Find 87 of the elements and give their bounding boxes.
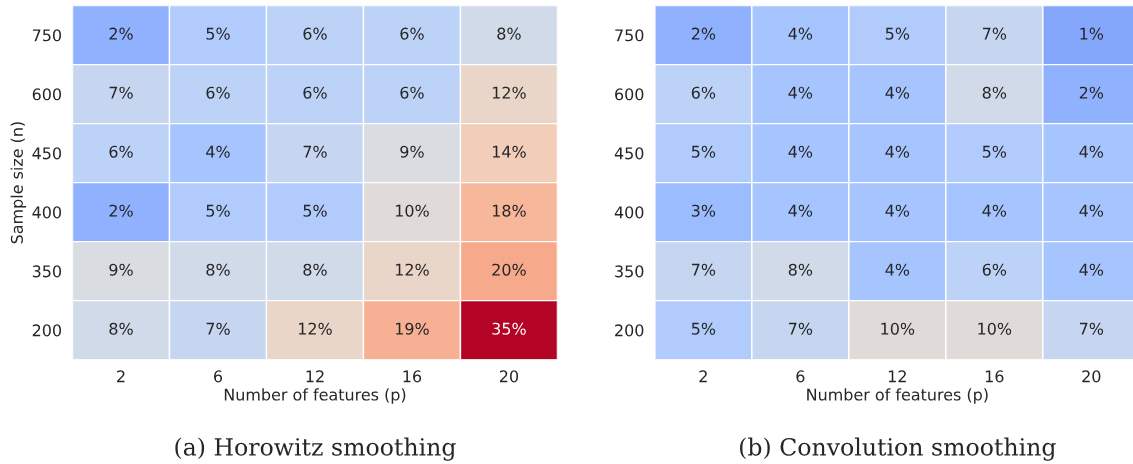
- data-label: 8%: [109, 322, 133, 335]
- y-tick-label: 450: [32, 147, 62, 160]
- text: (b) Convolution smoothing: [740, 437, 1056, 461]
- x-tick-label: 6: [214, 370, 223, 383]
- data-label: 7%: [982, 27, 1007, 40]
- data-label: 8%: [982, 86, 1007, 99]
- x-tick-label: 12: [888, 370, 906, 383]
- y-tick-label: 750: [615, 29, 644, 42]
- y-tick-label: 350: [32, 265, 62, 278]
- data-label: 5%: [206, 204, 230, 217]
- data-label: 5%: [982, 145, 1007, 158]
- y-axis-title: Sample size (n): [10, 122, 27, 244]
- x-axis-title: Number of features (p): [807, 388, 988, 404]
- data-label: 6%: [303, 86, 327, 99]
- data-label: 18%: [492, 204, 526, 217]
- y-tick-label: 400: [614, 206, 644, 219]
- data-label: 6%: [109, 145, 133, 158]
- x-tick-label: 2: [117, 370, 125, 383]
- data-label: 5%: [691, 322, 716, 335]
- data-label: 5%: [885, 27, 910, 40]
- y-tick-label: 350: [615, 265, 644, 278]
- data-label: 4%: [788, 86, 813, 99]
- y-tick-label: 450: [614, 147, 644, 160]
- data-label: 19%: [395, 322, 429, 335]
- data-label: 4%: [788, 27, 813, 40]
- data-label: 5%: [206, 27, 230, 40]
- data-label: 4%: [885, 145, 910, 158]
- data-label: 4%: [1079, 145, 1104, 158]
- x-tick-label: 6: [796, 370, 805, 383]
- data-label: 14%: [492, 145, 526, 158]
- data-label: 1%: [1080, 27, 1104, 40]
- data-label: 3%: [691, 204, 716, 217]
- data-label: 2%: [109, 204, 133, 217]
- data-label: 4%: [885, 263, 910, 276]
- x-tick-label: 20: [1082, 370, 1101, 383]
- data-label: 4%: [885, 86, 910, 99]
- x-tick-label: 20: [499, 370, 519, 383]
- data-label: 12%: [298, 322, 332, 335]
- data-label: 8%: [303, 263, 327, 276]
- data-label: 6%: [400, 27, 424, 40]
- data-label: 6%: [303, 27, 327, 40]
- y-tick-label: 750: [32, 29, 62, 42]
- data-label: 6%: [982, 263, 1007, 276]
- data-label: 4%: [1079, 263, 1104, 276]
- y-tick-label: 400: [32, 206, 62, 219]
- y-tick-label: 600: [615, 88, 644, 101]
- data-label: 2%: [691, 27, 716, 40]
- y-tick-label: 200: [615, 324, 644, 337]
- y-tick-label: 600: [32, 88, 62, 101]
- data-label: 8%: [497, 27, 521, 40]
- data-label: 9%: [109, 263, 133, 276]
- data-label: 5%: [691, 145, 716, 158]
- data-label: 4%: [788, 204, 813, 217]
- x-tick-label: 12: [306, 370, 324, 383]
- data-label: 7%: [1079, 322, 1104, 335]
- data-label: 8%: [788, 263, 813, 276]
- x-axis-title: Number of features (p): [224, 388, 406, 404]
- data-label: 4%: [885, 204, 910, 217]
- x-tick-label: 16: [985, 370, 1004, 383]
- data-label: 10%: [881, 322, 915, 335]
- data-label: 4%: [788, 145, 813, 158]
- data-label: 9%: [400, 145, 424, 158]
- data-label: 7%: [303, 145, 327, 158]
- data-label: 4%: [206, 145, 230, 158]
- text: (a) Horowitz smoothing: [175, 437, 456, 461]
- data-label: 20%: [492, 263, 526, 276]
- data-label: 8%: [206, 263, 230, 276]
- data-label: 5%: [303, 204, 327, 217]
- y-tick-label: 200: [32, 324, 62, 337]
- data-label: 2%: [1079, 86, 1104, 99]
- data-label: 2%: [109, 27, 133, 40]
- data-label: 7%: [788, 322, 813, 335]
- data-label: 6%: [206, 86, 230, 99]
- data-label: 12%: [492, 86, 526, 99]
- data-label: 12%: [395, 263, 429, 276]
- data-label: 10%: [978, 322, 1012, 335]
- data-label: 35%: [492, 322, 526, 335]
- data-label: 6%: [691, 86, 716, 99]
- x-tick-label: 16: [403, 370, 422, 383]
- data-label: 7%: [206, 322, 230, 335]
- data-label: 10%: [395, 204, 429, 217]
- data-label: 4%: [1079, 204, 1104, 217]
- data-label: 4%: [982, 204, 1007, 217]
- data-label: 6%: [400, 86, 424, 99]
- data-label: 7%: [109, 86, 133, 99]
- x-tick-label: 2: [699, 370, 707, 383]
- data-label: 7%: [692, 263, 716, 276]
